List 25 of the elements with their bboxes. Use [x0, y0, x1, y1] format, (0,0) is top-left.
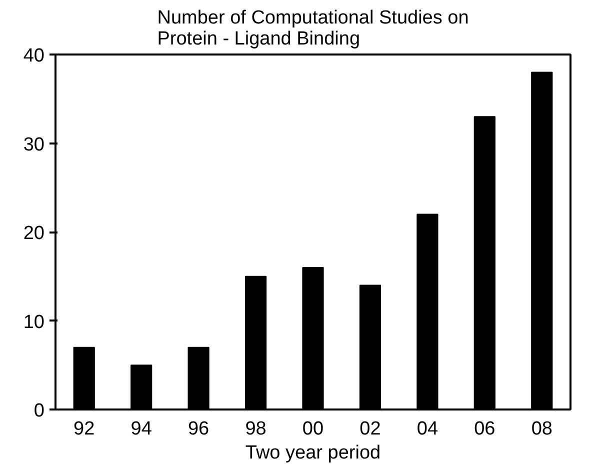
bar — [244, 276, 267, 410]
x-tick-label: 92 — [74, 418, 95, 440]
bar — [416, 214, 438, 410]
y-tick-label: 10 — [23, 312, 45, 333]
bar — [531, 72, 553, 410]
x-tick-label: 94 — [130, 418, 152, 440]
bar — [188, 346, 210, 410]
x-tick-label: 98 — [245, 418, 266, 440]
y-tick-label: 30 — [23, 134, 45, 156]
bar — [302, 267, 324, 410]
y-tick-label: 40 — [23, 46, 45, 66]
x-tick-label: 00 — [302, 418, 324, 440]
bar — [474, 116, 496, 410]
x-axis-title: Two year period — [245, 442, 381, 464]
bar — [130, 364, 152, 410]
x-tick-label: 06 — [474, 418, 496, 440]
x-tick-label: 08 — [531, 418, 552, 440]
x-tick-label: 96 — [188, 418, 210, 440]
bar — [359, 284, 382, 410]
y-tick-label: 0 — [34, 400, 45, 422]
x-tick-label: 02 — [360, 418, 381, 440]
bar — [73, 346, 95, 410]
y-tick-label: 20 — [23, 223, 45, 244]
chart-title: Number of Computational Studies on Protein - Ligand Binding — [157, 8, 469, 50]
x-tick-label: 04 — [416, 418, 438, 440]
